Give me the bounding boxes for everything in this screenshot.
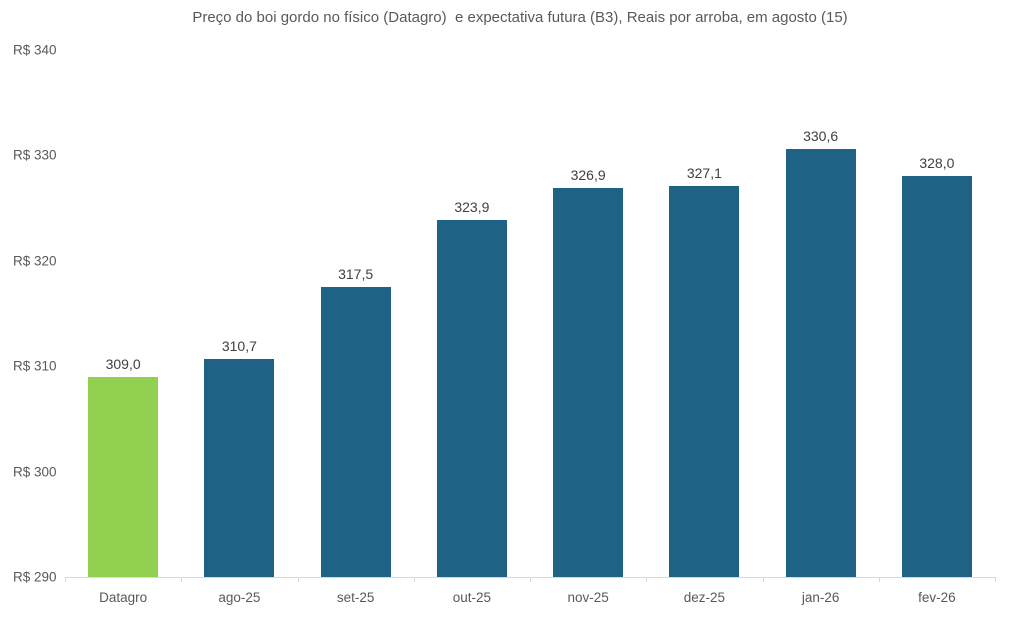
bar-ago-25 [204,358,275,577]
bar-fev-26 [901,176,972,577]
x-axis-label: nov-25 [567,590,609,605]
bar-value-label: 328,0 [919,155,955,172]
y-axis-tick-label: R$ 340 [13,42,57,58]
y-axis-tick-label: R$ 290 [13,569,57,585]
bar-value-label: 309,0 [105,355,141,372]
x-axis-tick [297,577,299,582]
bar-jan-26 [785,149,856,577]
x-axis-tick [413,577,415,582]
x-axis-label: jan-26 [801,590,840,605]
x-axis-label: dez-25 [683,590,726,605]
bar-value-label: 326,9 [570,167,606,184]
bar-out-25 [436,219,507,577]
x-axis-tick [762,577,764,582]
x-axis-label: out-25 [452,590,492,605]
x-axis-tick [530,577,531,582]
bar-value-label: 317,5 [338,266,374,283]
chart-title: Preço do boi gordo no físico (Datagro) e… [192,9,848,26]
bar-value-label: 327,1 [686,164,722,181]
bar-value-label: 323,9 [454,198,490,215]
bar-value-label: 330,6 [803,128,839,145]
bar-nov-25 [553,188,624,577]
y-axis-tick-label: R$ 330 [13,147,57,163]
y-axis-tick-label: R$ 320 [13,253,57,269]
x-axis-label: Datagro [99,590,148,605]
bar-set-25 [320,287,391,577]
x-axis-label: set-25 [336,590,375,605]
x-axis-tick [181,577,183,582]
bar-datagro [88,376,159,577]
bar-value-label: 310,7 [221,337,257,354]
x-axis-label: ago-25 [218,590,261,605]
x-axis-tick [878,577,880,582]
y-axis-tick-label: R$ 310 [13,358,57,374]
x-axis-tick [646,577,648,582]
x-axis-label: fev-26 [918,590,956,605]
x-axis-tick [65,577,66,582]
y-axis-tick-label: R$ 300 [13,464,57,480]
x-axis-tick [995,577,996,582]
bar-dez-25 [669,185,740,577]
